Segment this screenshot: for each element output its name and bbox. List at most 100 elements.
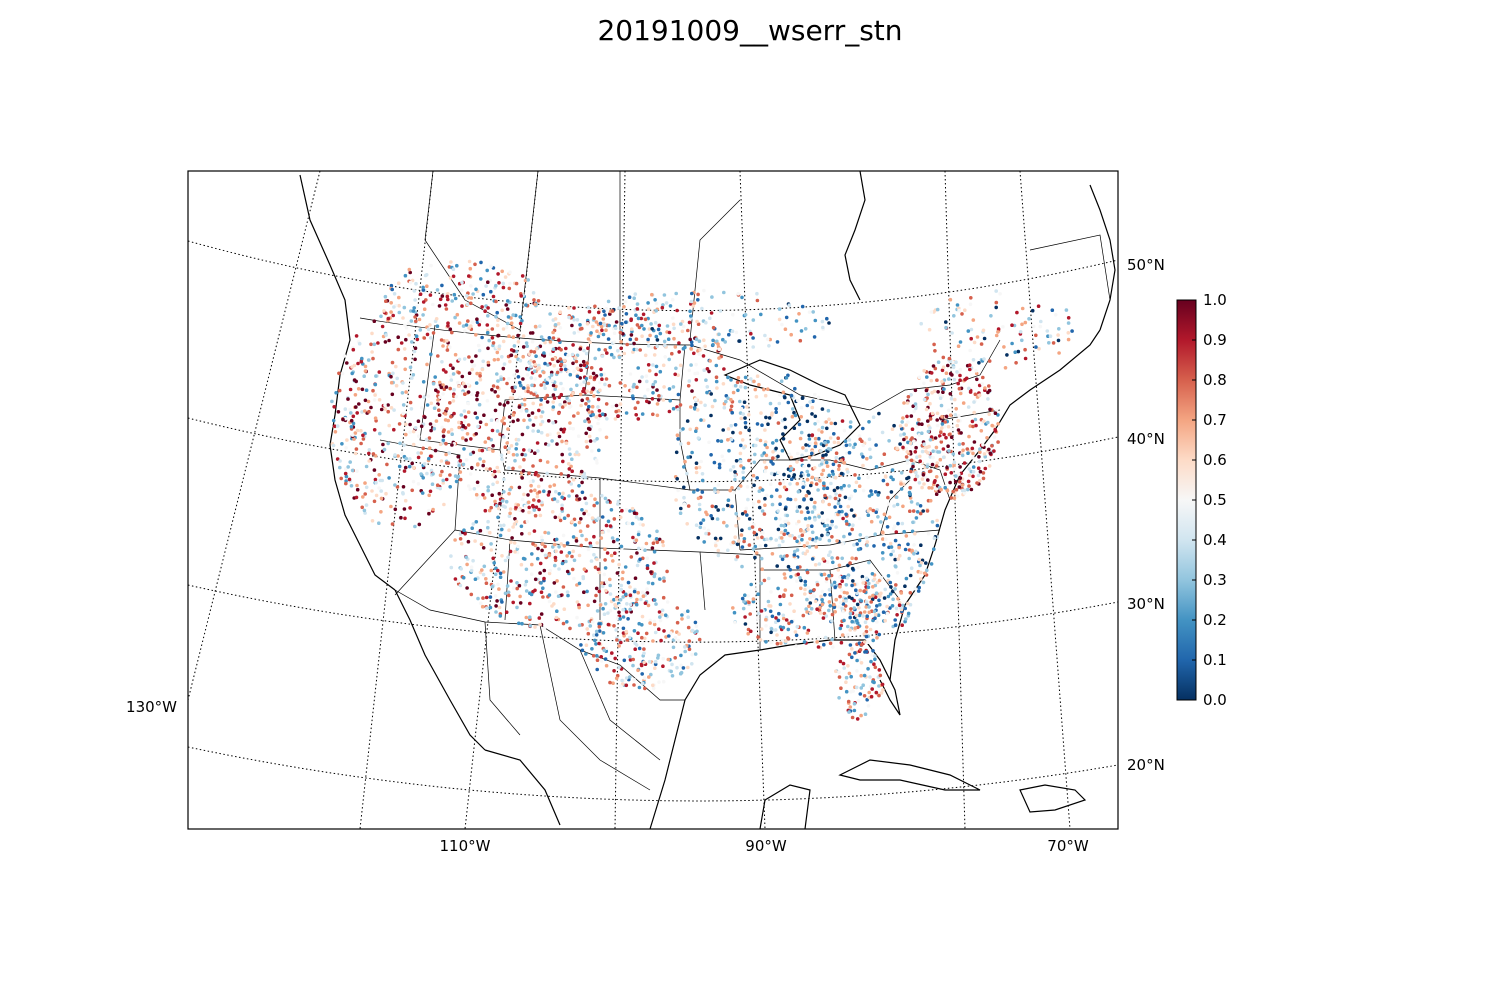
station-point [755,298,760,303]
station-point [806,523,810,528]
station-point [520,476,524,480]
station-point [688,427,692,432]
station-point [498,523,503,528]
station-point [963,308,967,313]
lat-label-40n: 40°N [1127,430,1165,448]
station-point [503,445,508,450]
station-point [968,302,973,307]
station-point [708,359,712,363]
station-point [551,405,556,409]
station-point [802,544,807,548]
station-point [760,509,765,513]
station-point [955,423,960,428]
station-point [656,327,661,332]
station-point [930,486,934,490]
station-point [453,296,458,301]
station-point [432,426,437,431]
station-point [466,390,471,394]
station-point [330,399,334,404]
station-point [682,495,686,500]
station-point [859,643,864,647]
station-point [805,549,810,553]
station-point [889,490,894,494]
station-point [583,496,587,501]
station-point [948,463,953,468]
station-point [904,617,908,621]
station-point [473,539,477,543]
station-point [465,294,469,298]
station-point [518,395,522,400]
station-point [570,567,575,572]
station-point [898,433,903,437]
station-point [600,328,604,333]
station-point [901,445,905,450]
station-point [574,539,579,543]
colorbar-tick-label: 0.4 [1203,531,1227,549]
station-point [363,481,367,485]
station-point [884,537,888,541]
station-point [660,612,664,617]
station-point [633,647,637,651]
station-point [560,503,564,508]
station-point [471,292,475,296]
station-point [733,383,738,388]
station-point [974,371,979,376]
station-point [417,522,422,527]
station-point [572,331,577,335]
station-point [531,464,535,468]
station-point [866,640,870,644]
colorbar-tick-label: 0.0 [1203,691,1227,709]
station-point [661,595,666,600]
station-point [466,401,471,406]
station-point [795,509,799,513]
station-point [822,523,827,528]
station-point [828,641,833,646]
station-point [813,422,817,426]
station-point [624,411,629,415]
station-point [343,407,348,411]
station-point [486,314,490,318]
station-point [484,577,488,581]
station-point [883,618,887,623]
station-point [652,550,657,554]
station-point [832,432,836,436]
station-point [842,618,846,623]
station-point [992,435,997,439]
station-point [538,374,542,378]
station-point [971,469,976,474]
station-point [864,576,869,581]
station-point [856,565,860,570]
station-point [639,663,644,668]
station-point [911,464,915,469]
station-point [508,281,512,286]
station-point [851,689,855,693]
lat-label-30n: 30°N [1127,595,1165,613]
station-point [943,485,947,490]
station-point [932,480,937,485]
station-point [878,594,882,598]
station-point [912,409,916,414]
station-point [669,631,673,635]
station-point [536,484,541,489]
station-point [421,446,426,451]
station-point [575,615,579,620]
station-point [854,613,859,618]
station-point [856,547,861,552]
station-point [523,278,528,283]
station-point [707,369,711,374]
station-point [501,285,506,290]
station-point [589,493,594,498]
station-point [350,371,355,376]
station-point [752,530,757,535]
station-point [572,558,577,563]
station-point [830,535,834,539]
station-point [572,517,577,522]
station-point [755,476,759,480]
station-point [557,545,561,549]
station-point [682,502,687,506]
station-point [919,321,923,326]
station-point [682,465,686,469]
station-point [754,551,759,555]
station-point [558,512,563,517]
station-point [582,511,586,516]
